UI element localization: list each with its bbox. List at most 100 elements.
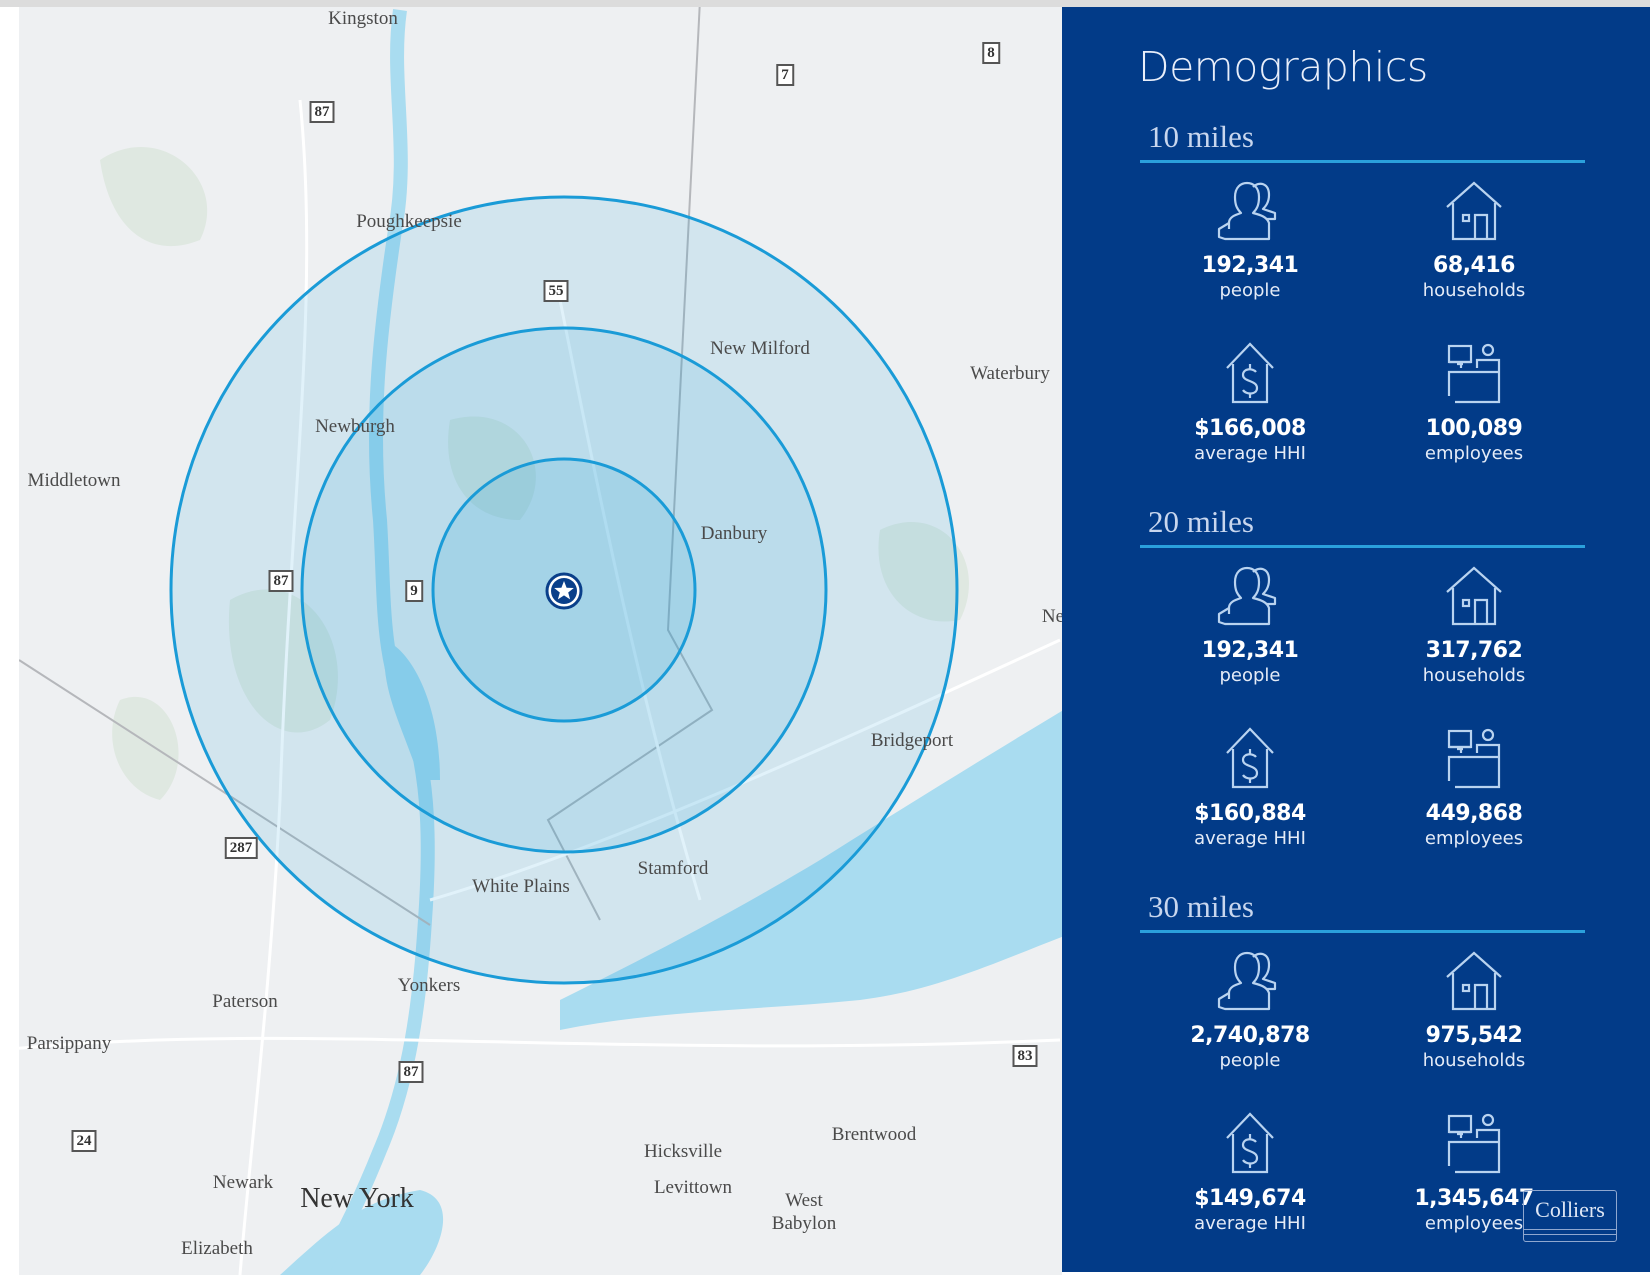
stat-average-hhi: $160,884 average HHI xyxy=(1150,727,1350,849)
logo-text: Colliers xyxy=(1535,1197,1605,1222)
section-label: 10 miles xyxy=(1140,119,1585,163)
place-label: Elizabeth xyxy=(181,1238,253,1259)
place-label: Newburgh xyxy=(315,416,395,437)
stat-people: 192,341 people xyxy=(1150,564,1350,686)
people-icon xyxy=(1215,564,1285,628)
employee-desk-icon xyxy=(1439,727,1509,791)
stat-label: people xyxy=(1219,1050,1281,1071)
highway-shield: 83 xyxy=(1012,1045,1038,1067)
employee-desk-icon xyxy=(1439,342,1509,406)
place-label: Parsippany xyxy=(26,1033,112,1054)
section-30-miles: 30 miles xyxy=(1140,889,1585,933)
highway-shield: 8 xyxy=(982,42,1000,64)
panel-title: Demographics xyxy=(1138,43,1428,91)
roads xyxy=(19,99,1061,1275)
stat-label: employees xyxy=(1424,443,1524,464)
park-areas xyxy=(100,147,969,800)
people-icon xyxy=(1215,179,1285,243)
place-label: Danbury xyxy=(700,523,768,544)
stat-label: average HHI xyxy=(1194,443,1306,464)
employee-desk-icon xyxy=(1439,1112,1509,1176)
highway-shield: 87 xyxy=(268,570,294,592)
radius-map[interactable]: Kingston Poughkeepsie New Milford Waterb… xyxy=(19,7,1062,1275)
star-pin-icon[interactable] xyxy=(545,572,583,610)
place-label: West xyxy=(785,1190,823,1211)
long-island-sound xyxy=(560,710,1062,1030)
house-icon xyxy=(1439,564,1509,628)
house-dollar-icon xyxy=(1215,342,1285,406)
highway-shield: 87 xyxy=(309,101,335,123)
harbor xyxy=(280,1190,444,1275)
house-icon xyxy=(1439,949,1509,1013)
stat-value: 100,089 xyxy=(1425,416,1523,441)
place-label: Paterson xyxy=(212,991,278,1012)
stat-value: 449,868 xyxy=(1425,801,1523,826)
radius-rings xyxy=(169,195,959,985)
place-label: Hicksville xyxy=(643,1141,723,1162)
people-icon xyxy=(1215,949,1285,1013)
stat-value: 192,341 xyxy=(1201,638,1299,663)
highway-shield: 87 xyxy=(398,1061,424,1083)
highway-shield: 55 xyxy=(543,280,569,302)
stat-people: 192,341 people xyxy=(1150,179,1350,301)
colliers-logo: Colliers xyxy=(1523,1190,1617,1242)
place-label: Levittown xyxy=(653,1177,733,1198)
map-base xyxy=(19,7,1062,1275)
house-icon xyxy=(1439,179,1509,243)
stat-people: 2,740,878 people xyxy=(1150,949,1350,1071)
stat-value: $166,008 xyxy=(1194,416,1306,441)
place-label: New Milford xyxy=(710,338,810,359)
stat-households: 68,416 households xyxy=(1374,179,1574,301)
stat-value: 2,740,878 xyxy=(1190,1023,1310,1048)
place-label: Babylon xyxy=(771,1213,837,1234)
place-label: Kingston xyxy=(328,8,398,29)
highway-shield: 7 xyxy=(776,64,794,86)
stat-households: 975,542 households xyxy=(1374,949,1574,1071)
stat-label: people xyxy=(1219,280,1281,301)
stat-label: households xyxy=(1422,665,1526,686)
place-label: New York xyxy=(300,1183,414,1214)
stat-average-hhi: $149,674 average HHI xyxy=(1150,1112,1350,1234)
highway-shield: 9 xyxy=(405,580,423,602)
section-label: 30 miles xyxy=(1140,889,1585,933)
stat-value: $149,674 xyxy=(1194,1186,1306,1211)
place-label: Newark xyxy=(212,1172,274,1193)
highway-shield: 24 xyxy=(71,1130,97,1152)
place-label: Yonkers xyxy=(397,975,461,996)
tappan-zee xyxy=(384,640,440,780)
stat-value: $160,884 xyxy=(1194,801,1306,826)
place-label: Waterbury xyxy=(970,363,1050,384)
stat-label: average HHI xyxy=(1194,828,1306,849)
place-label: Bridgeport xyxy=(870,730,954,751)
place-label: Poughkeepsie xyxy=(356,211,462,232)
stat-label: employees xyxy=(1424,828,1524,849)
place-label: Brentwood xyxy=(831,1124,917,1145)
stat-employees: 100,089 employees xyxy=(1374,342,1574,464)
place-label: Middletown xyxy=(27,470,121,491)
section-label: 20 miles xyxy=(1140,504,1585,548)
stat-value: 1,345,647 xyxy=(1414,1186,1534,1211)
stat-value: 975,542 xyxy=(1425,1023,1523,1048)
stat-employees: 1,345,647 employees xyxy=(1374,1112,1574,1234)
stat-label: average HHI xyxy=(1194,1213,1306,1234)
stat-average-hhi: $166,008 average HHI xyxy=(1150,342,1350,464)
house-dollar-icon xyxy=(1215,1112,1285,1176)
place-label: Stamford xyxy=(637,858,709,879)
stat-label: households xyxy=(1422,1050,1526,1071)
stat-value: 317,762 xyxy=(1425,638,1523,663)
stat-label: households xyxy=(1422,280,1526,301)
place-label: Ne xyxy=(1041,606,1062,627)
highway-shield: 287 xyxy=(224,837,258,859)
stat-label: people xyxy=(1219,665,1281,686)
stat-employees: 449,868 employees xyxy=(1374,727,1574,849)
stat-value: 68,416 xyxy=(1433,253,1515,278)
place-label: White Plains xyxy=(472,876,570,897)
stat-label: employees xyxy=(1424,1213,1524,1234)
house-dollar-icon xyxy=(1215,727,1285,791)
section-20-miles: 20 miles xyxy=(1140,504,1585,548)
stat-households: 317,762 households xyxy=(1374,564,1574,686)
demographics-panel: Demographics 10 miles 20 miles 30 miles … xyxy=(1062,7,1650,1272)
top-strip xyxy=(0,0,1650,7)
stat-value: 192,341 xyxy=(1201,253,1299,278)
section-10-miles: 10 miles xyxy=(1140,119,1585,163)
